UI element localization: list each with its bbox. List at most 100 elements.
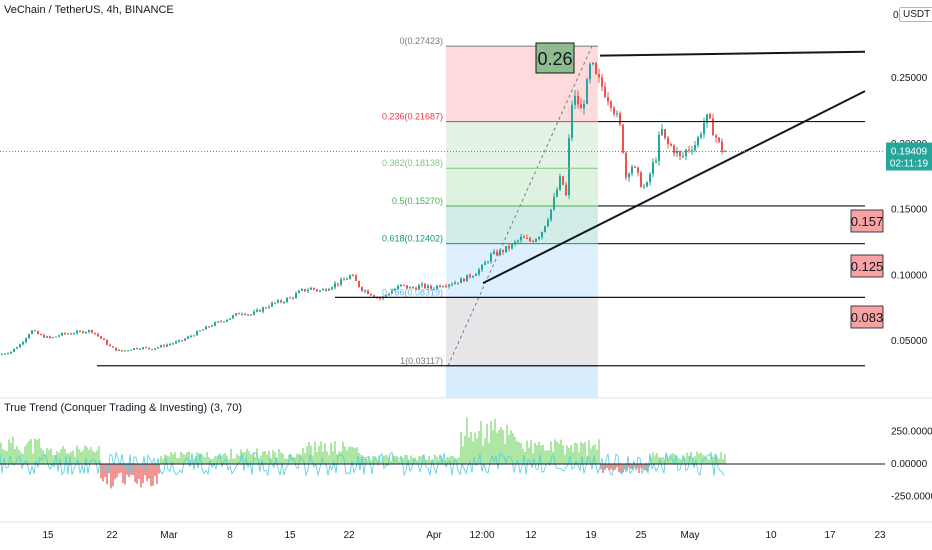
indicator-bar [452, 455, 454, 464]
indicator-bar [486, 423, 488, 464]
indicator-bar [248, 451, 250, 464]
indicator-bar [52, 455, 54, 464]
candle-body [91, 330, 93, 333]
candle-body [139, 348, 141, 350]
candle-body [172, 343, 174, 345]
indicator-bar [492, 430, 494, 464]
time-axis-tick: 22 [343, 530, 355, 541]
target-label: 0.083 [851, 310, 884, 325]
candle-body [271, 302, 273, 307]
indicator-bar [114, 464, 116, 480]
indicator-bar [204, 457, 206, 464]
indicator-bar [364, 457, 366, 464]
candle-body [526, 237, 528, 239]
indicator-bar [316, 452, 318, 464]
indicator-bar [12, 436, 14, 464]
candle-body [217, 321, 219, 323]
candle-body [511, 243, 513, 249]
indicator-bar [472, 441, 474, 464]
fib-label: 0.5(0.15270) [392, 196, 443, 206]
indicator-bar [706, 459, 708, 464]
indicator-bar [718, 458, 720, 464]
candle-body [31, 330, 33, 335]
indicator-axis-tick: 250.00000 [891, 427, 932, 438]
candle-body [505, 246, 507, 253]
candle-body [64, 332, 66, 334]
candle-body [22, 342, 24, 345]
time-axis[interactable]: 15 22 Mar 8 15 22 Apr 12:00 12 19 25 May 10 17 23 [0, 521, 932, 541]
indicator-bar [506, 424, 508, 464]
indicator-bar [278, 449, 280, 464]
indicator-bar [102, 464, 104, 482]
indicator-bar [380, 460, 382, 464]
price-axis[interactable]: 0.0.250000.200000.150000.100000.050000.1… [0, 10, 932, 399]
candle-body [475, 274, 477, 276]
target-label-box [850, 254, 884, 278]
candle-body [106, 340, 108, 345]
candle-body [196, 331, 198, 336]
candle-body [229, 318, 231, 320]
candle-body [169, 343, 171, 345]
candle-body [133, 348, 135, 350]
indicator-bar [36, 440, 38, 464]
candle-body [592, 62, 594, 65]
indicator-bar [512, 433, 514, 464]
indicator-bar [48, 449, 50, 464]
indicator-bar [332, 451, 334, 464]
currency-badge[interactable]: USDT [899, 7, 932, 22]
candle-body [187, 336, 189, 339]
symbol-title[interactable]: VeChain / TetherUS, 4h, BINANCE [4, 4, 174, 16]
candle-body [517, 240, 519, 242]
candle-body [622, 124, 624, 153]
candle-body [67, 333, 69, 335]
indicator-bar [250, 454, 252, 464]
price-axis-tick: 0.10000 [891, 270, 928, 281]
indicator-bar [384, 455, 386, 464]
candle-body [544, 226, 546, 232]
upper-resistance-line [599, 50, 866, 57]
candle-body [595, 62, 597, 75]
time-axis-tick: 19 [585, 530, 597, 541]
indicator-bar [346, 450, 348, 464]
indicator-bar [544, 450, 546, 464]
fib-label: 0.786(0.08319) [382, 287, 443, 297]
drawings[interactable]: 0.26 0.157 0.125 0.083 [97, 42, 884, 367]
candle-body [412, 287, 414, 289]
indicator-bar [584, 442, 586, 464]
indicator-bar [110, 464, 112, 489]
indicator-bar [160, 455, 162, 464]
candle-body [94, 332, 96, 334]
indicator-bar [214, 455, 216, 464]
indicator-bar [438, 460, 440, 464]
indicator-bar [30, 438, 32, 464]
candle-body [46, 336, 48, 338]
candle-body [358, 280, 360, 288]
candle-body [70, 333, 72, 335]
indicator-bar [16, 446, 18, 464]
indicator-bar [70, 452, 72, 464]
candle-body [7, 353, 9, 355]
indicator-bar [24, 446, 26, 464]
indicator-bar [104, 464, 106, 478]
indicator-bar [82, 450, 84, 464]
indicator-bar [720, 452, 722, 464]
indicator-bar [722, 459, 724, 464]
candle-body [520, 236, 522, 241]
time-axis-tick: Mar [160, 530, 178, 541]
indicator-bar [302, 447, 304, 464]
indicator-bar [558, 443, 560, 464]
price-axis-top-tick: 0. [893, 10, 901, 21]
indicator-bar [642, 464, 644, 470]
candle-body [676, 151, 678, 154]
indicator-bar [184, 454, 186, 464]
indicator-bar [208, 457, 210, 464]
ascending-support-line [482, 90, 866, 285]
candle-body [550, 209, 552, 220]
candle-body [655, 160, 657, 163]
indicator-title[interactable]: True Trend (Conquer Trading & Investing)… [4, 402, 243, 414]
indicator-bar [78, 449, 80, 464]
indicator-bar [496, 432, 498, 464]
candle-body [508, 246, 510, 249]
indicator-bar [672, 453, 674, 464]
